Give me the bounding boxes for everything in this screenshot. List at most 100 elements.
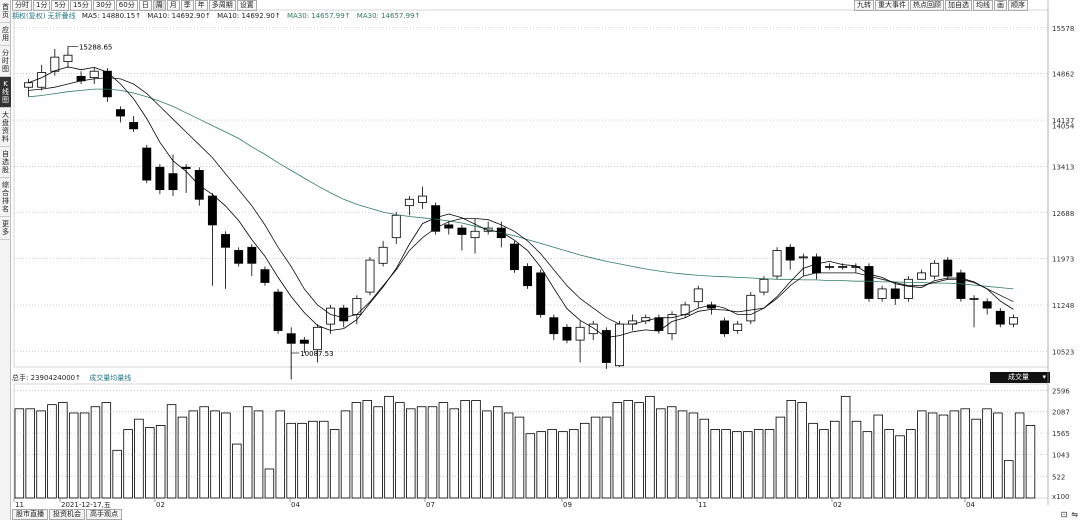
candle-body <box>24 82 34 88</box>
right-toolbar-button[interactable]: 加自选 <box>945 0 972 11</box>
volume-bar <box>579 422 590 499</box>
right-toolbar-button[interactable]: 重大事件 <box>875 0 909 11</box>
bottom-tab[interactable]: 股市直播 <box>12 509 48 520</box>
period-tab[interactable]: 1分 <box>33 0 51 11</box>
sidebar-item[interactable]: 综合排名 <box>0 178 11 217</box>
sidebar-item[interactable]: 应用 <box>0 23 11 46</box>
period-tab[interactable]: 分时 <box>12 0 32 11</box>
sidebar-item[interactable]: 自选股 <box>0 147 11 178</box>
candle <box>628 314 638 331</box>
period-tab[interactable]: 30分 <box>92 0 115 11</box>
volume-bar <box>514 416 525 499</box>
candle <box>391 212 401 245</box>
volume-bar <box>797 402 807 499</box>
volume-bar <box>938 414 949 499</box>
price-tick-label: 14137 <box>1052 117 1074 125</box>
price-tick-label: 11973 <box>1052 256 1074 264</box>
sidebar-item[interactable]: 更多 <box>0 217 11 240</box>
candle <box>536 269 546 318</box>
period-tab[interactable]: 60分 <box>115 0 138 11</box>
unlock-icon[interactable]: ⊡ <box>1060 510 1068 519</box>
candle-body <box>129 122 139 130</box>
candle-body <box>536 272 546 315</box>
right-toolbar-button[interactable]: 热点回顾 <box>910 0 944 11</box>
candle <box>194 167 204 206</box>
volume-bar <box>188 410 199 499</box>
candle-body <box>286 333 296 344</box>
volume-bar <box>1014 412 1025 499</box>
volume-tick-label: 1043 <box>1052 452 1070 460</box>
period-tab[interactable]: 设置 <box>236 0 257 11</box>
volume-bar <box>884 429 894 499</box>
period-tab[interactable]: 月 <box>166 0 180 11</box>
candle <box>339 304 349 328</box>
volume-bar <box>525 433 536 499</box>
candle-body <box>693 288 703 303</box>
candle-body <box>391 214 401 239</box>
candle <box>811 253 821 280</box>
time-tick-label: 09 <box>563 501 572 509</box>
candle-body <box>1008 317 1018 325</box>
candle <box>89 68 99 85</box>
candle <box>234 247 244 267</box>
period-tab[interactable]: 年 <box>194 0 208 11</box>
candle-body <box>969 298 979 300</box>
candle <box>155 164 165 195</box>
candle <box>864 263 874 302</box>
candle-body <box>562 326 572 341</box>
period-tab[interactable]: 周 <box>152 0 166 11</box>
candle <box>706 301 716 315</box>
candle-body <box>444 224 454 229</box>
candle <box>693 285 703 309</box>
bottom-tab[interactable]: 投资机会 <box>49 509 85 520</box>
volume-bar <box>384 395 394 499</box>
candle <box>733 320 743 334</box>
volume-bar <box>732 431 742 499</box>
volume-bar <box>340 410 351 499</box>
candle <box>326 304 336 334</box>
transfer-icon[interactable]: ⇋ <box>1071 510 1078 519</box>
price-tick-label: 14054 <box>1052 122 1075 130</box>
bottom-tab[interactable]: 高手观点 <box>86 509 122 520</box>
right-toolbar-button[interactable]: 顺序 <box>1008 0 1028 11</box>
candle <box>759 276 769 296</box>
volume-bar <box>786 400 797 499</box>
candle <box>221 231 231 289</box>
right-toolbar-button[interactable]: 九转 <box>854 0 874 11</box>
volume-bar <box>25 408 35 499</box>
period-tab[interactable]: 5分 <box>51 0 69 11</box>
candle-body <box>247 246 257 264</box>
right-toolbar-button[interactable]: 均线 <box>973 0 993 11</box>
candle <box>457 224 467 251</box>
volume-bar <box>253 410 264 499</box>
volume-label: 总手: 2390424000↑ <box>12 374 81 382</box>
volume-bar <box>710 429 720 499</box>
candle-body <box>457 227 467 235</box>
volume-bar <box>79 412 90 499</box>
candle-body <box>207 195 217 226</box>
sidebar-item[interactable]: 首页 <box>0 0 11 23</box>
volume-dropdown[interactable]: 成交量 ▾ <box>990 372 1050 383</box>
right-toolbar-button[interactable]: 画 <box>994 0 1007 11</box>
period-tab[interactable]: 多周期 <box>208 0 236 11</box>
volume-bar <box>177 416 188 499</box>
period-tab[interactable]: 日 <box>138 0 152 11</box>
volume-bar <box>36 410 46 499</box>
volume-bar <box>166 404 177 499</box>
volume-bar <box>351 402 362 499</box>
candle <box>247 244 257 277</box>
sidebar-item[interactable]: 大盘资料 <box>0 108 11 147</box>
period-tab[interactable]: 15分 <box>69 0 92 11</box>
volume-bar <box>297 422 307 499</box>
volume-bar <box>656 408 666 499</box>
time-tick-label: 04 <box>966 501 975 509</box>
period-tab[interactable]: 季 <box>180 0 194 11</box>
candle <box>877 285 887 302</box>
candle <box>483 221 493 235</box>
volume-bar <box>329 429 340 499</box>
sidebar-item[interactable]: K线图 <box>0 77 11 108</box>
candle-body <box>930 262 940 277</box>
sidebar-item[interactable]: 分时图 <box>0 46 11 77</box>
ma10-value: MA10: 14692.90↑ <box>147 12 211 20</box>
